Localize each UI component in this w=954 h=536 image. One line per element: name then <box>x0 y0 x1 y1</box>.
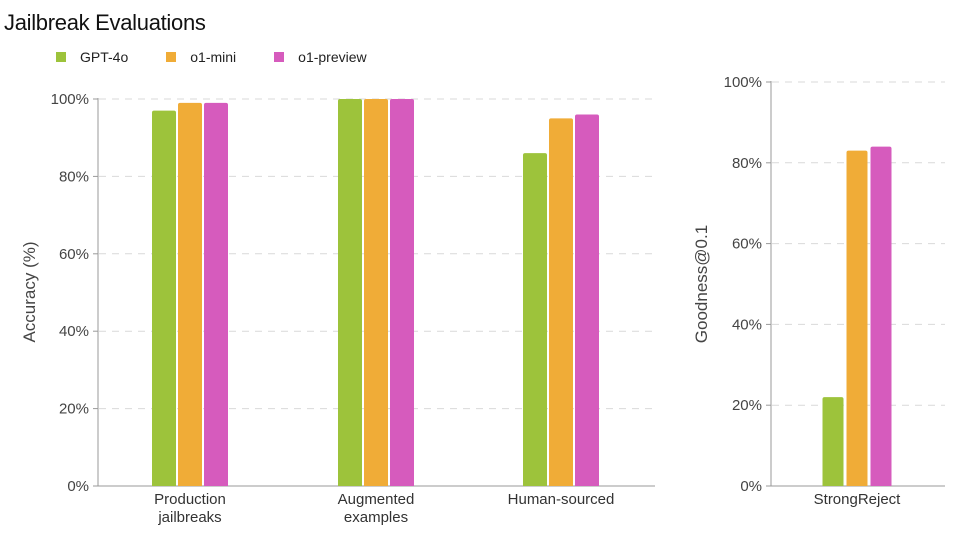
bar-o1-preview <box>575 114 599 486</box>
bar-o1-mini <box>549 118 573 486</box>
x-category-label: StrongReject <box>814 491 902 508</box>
bar-o1-mini <box>178 102 202 487</box>
legend-label: o1-preview <box>298 49 367 65</box>
y-tick-label: 40% <box>732 316 762 333</box>
bar-gpt-4o <box>822 397 844 486</box>
x-category-label: examples <box>344 509 408 526</box>
y-tick-label: 0% <box>67 478 89 495</box>
y-tick-label: 60% <box>59 246 89 263</box>
bar-o1-preview <box>390 99 414 486</box>
y-tick-label: 40% <box>59 323 89 340</box>
y-tick-label: 20% <box>732 397 762 414</box>
bar-gpt-4o <box>338 99 362 486</box>
chart-title: Jailbreak Evaluations <box>4 10 206 35</box>
y-tick-label: 100% <box>51 91 89 108</box>
x-category-label: Production <box>154 491 226 508</box>
x-category-label: Human-sourced <box>508 491 615 508</box>
y-axis-label: Accuracy (%) <box>20 241 39 342</box>
y-axis-label: Goodness@0.1 <box>692 225 711 343</box>
legend: GPT-4o o1-mini o1-preview <box>56 49 405 65</box>
legend-item-o1-mini: o1-mini <box>166 49 236 65</box>
legend-label: GPT-4o <box>80 49 129 65</box>
x-category-label: Augmented <box>338 491 415 508</box>
y-tick-label: 20% <box>59 401 89 418</box>
y-tick-label: 80% <box>59 168 89 185</box>
y-tick-label: 60% <box>732 236 762 253</box>
x-category-label: jailbreaks <box>157 509 221 526</box>
legend-swatch-o1-preview <box>274 52 285 62</box>
bar-gpt-4o <box>152 110 176 487</box>
y-tick-label: 100% <box>724 74 762 91</box>
legend-item-o1-preview: o1-preview <box>274 49 367 65</box>
legend-label: o1-mini <box>190 49 237 65</box>
legend-item-gpt-4o: GPT-4o <box>56 49 128 65</box>
y-tick-label: 0% <box>740 478 762 495</box>
y-tick-label: 80% <box>732 155 762 172</box>
bar-o1-mini <box>846 150 868 486</box>
legend-swatch-gpt-4o <box>56 52 66 62</box>
bar-o1-preview <box>204 102 228 487</box>
legend-swatch-o1-mini <box>166 52 177 62</box>
bar-o1-preview <box>870 146 892 486</box>
bar-o1-mini <box>364 99 388 486</box>
bar-gpt-4o <box>523 153 547 486</box>
